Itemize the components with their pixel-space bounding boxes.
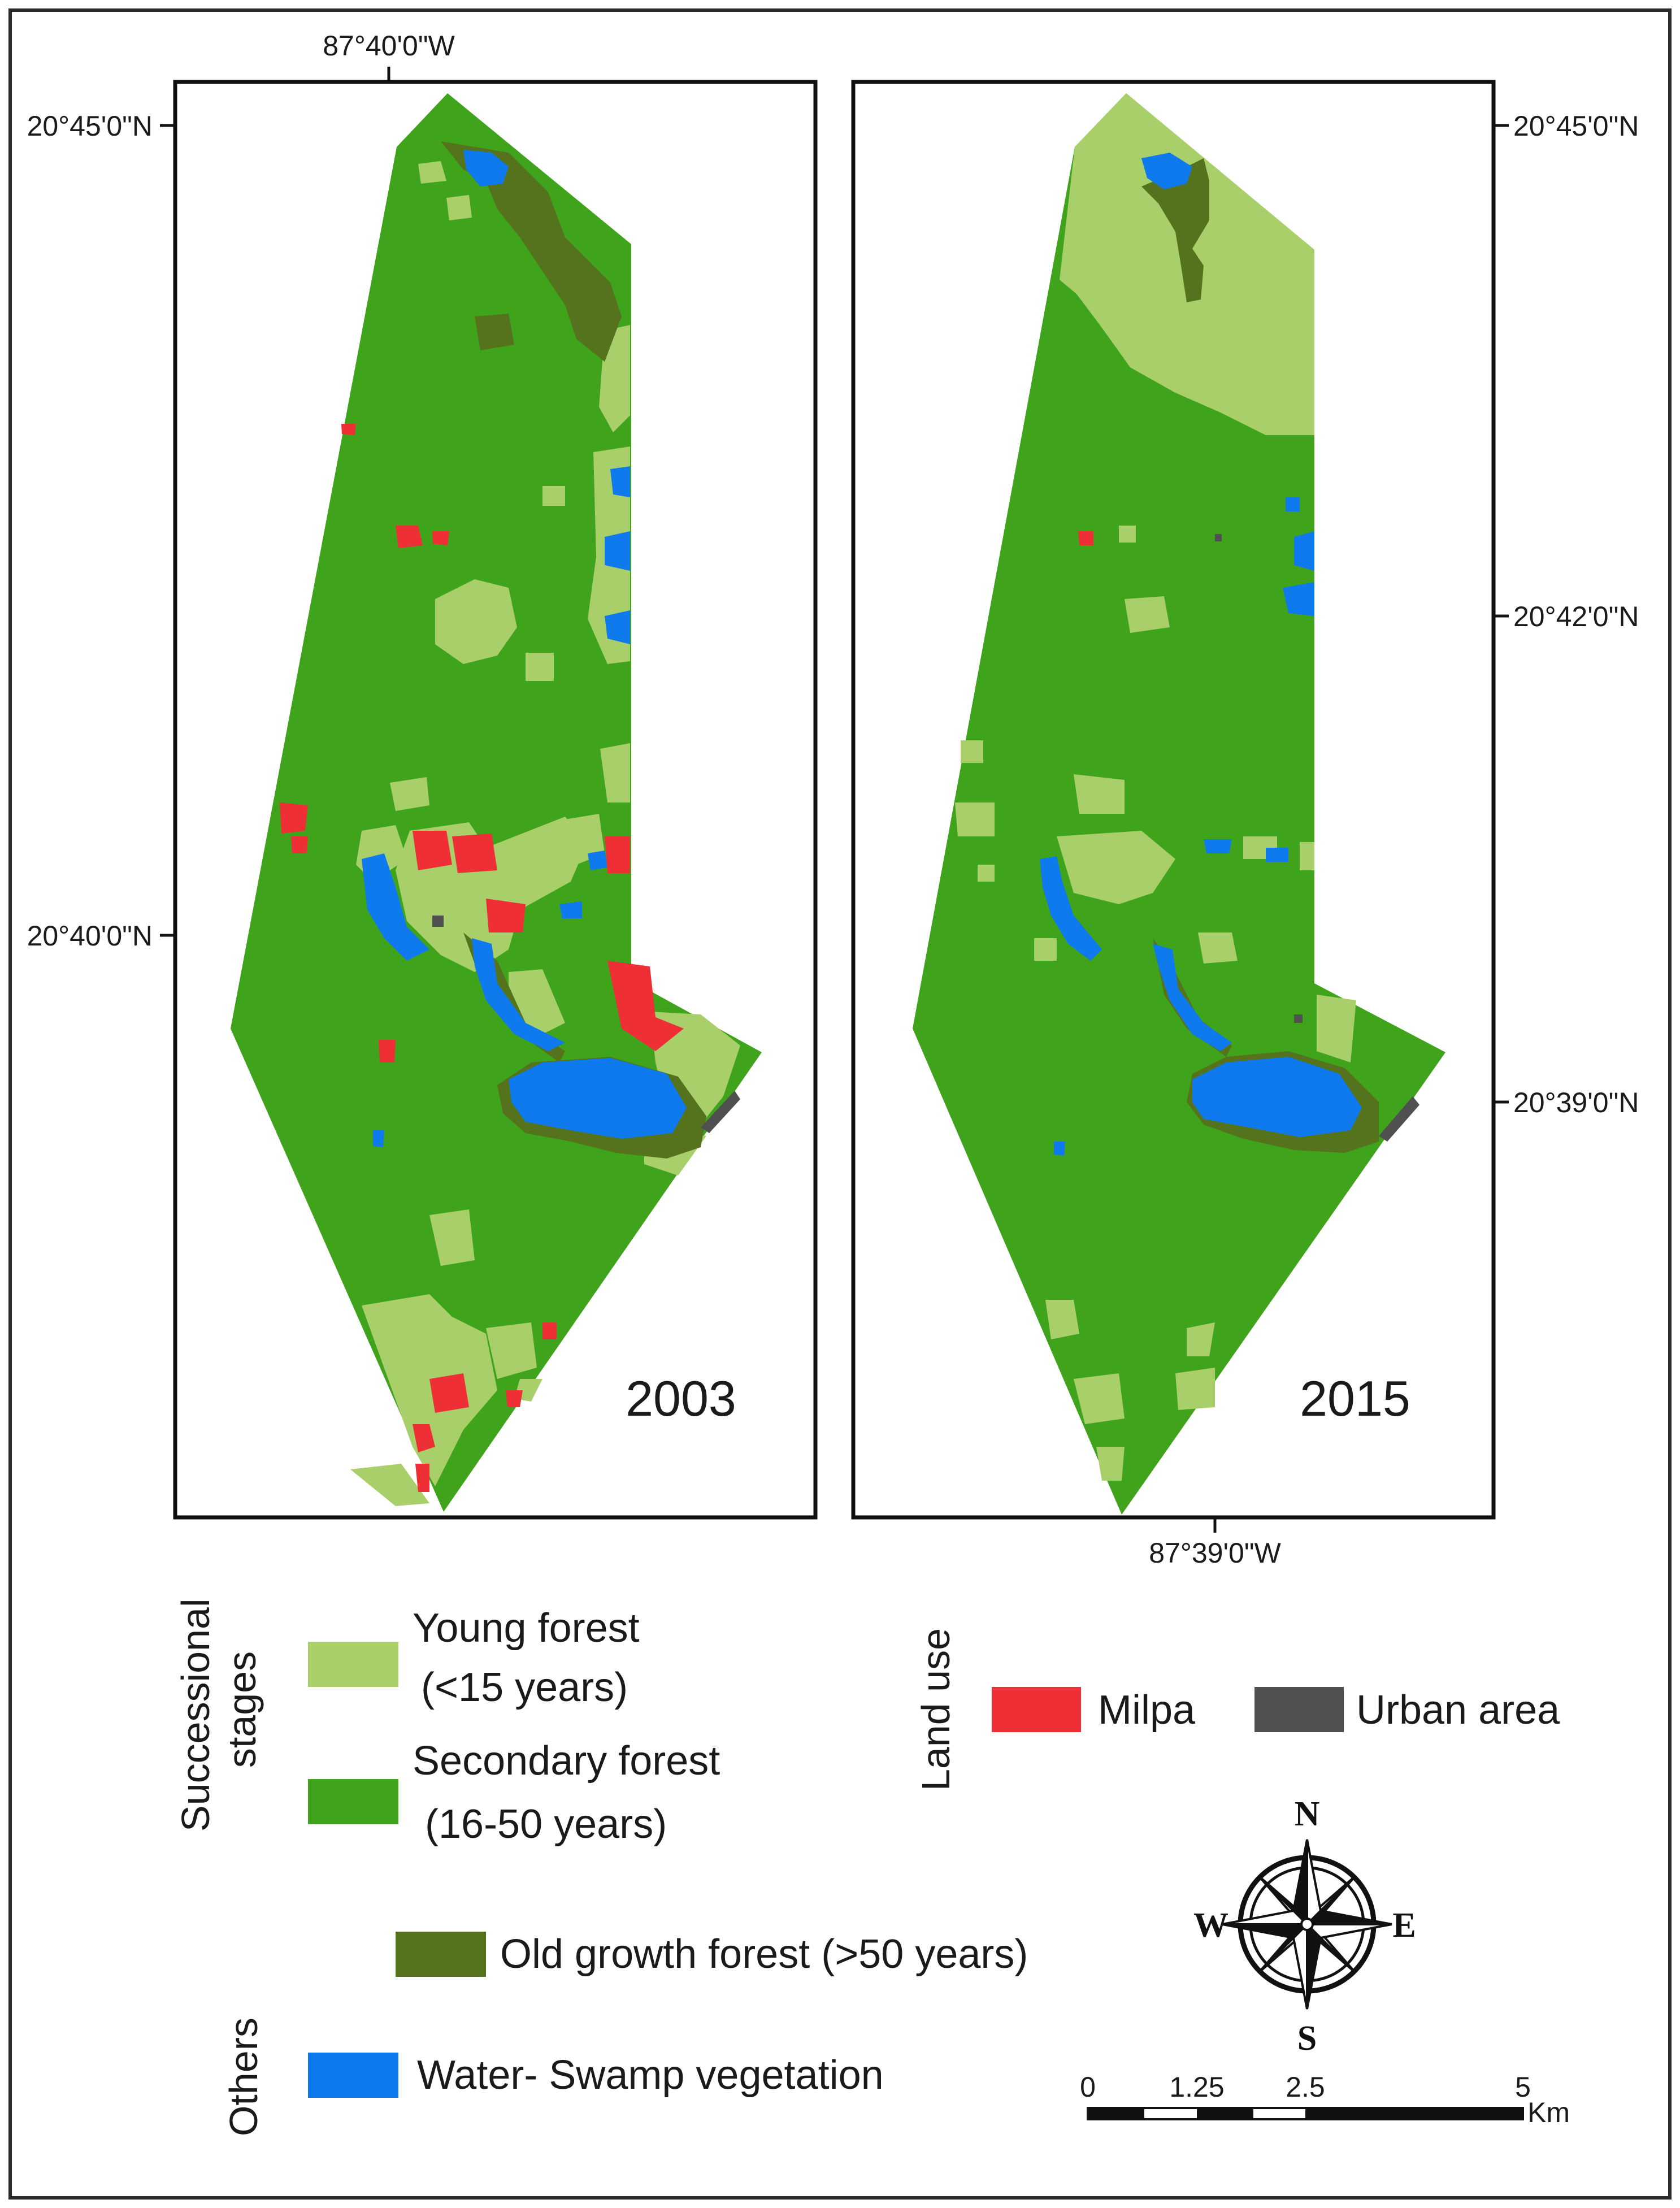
legend-swatch-old-growth xyxy=(396,1932,486,1977)
milpa-patches-2003 xyxy=(280,424,684,1492)
map-panel-2003: 87°40'0"W 20°45'0"N 20°40'0"N 2003 xyxy=(27,30,818,1520)
compass-center xyxy=(1300,1918,1314,1931)
scale-unit-label: Km xyxy=(1527,2097,1570,2128)
map-panel-2015: 87°39'0"W 20°45'0"N 20°42'0"N 20°39'0"N … xyxy=(851,80,1639,1569)
legend-swatch-young-forest xyxy=(308,1642,398,1687)
year-label-2015: 2015 xyxy=(1300,1370,1410,1426)
legend-swatch-milpa xyxy=(992,1687,1081,1732)
water-patches-2003 xyxy=(362,150,687,1147)
legend-group-land-use: Land use xyxy=(914,1628,958,1791)
legend-group-successional-line2: stages xyxy=(220,1651,264,1768)
compass-label-south: S xyxy=(1297,2019,1317,2058)
scale-bar-segment-3 xyxy=(1305,2108,1523,2119)
legend: Successional stages Young forest (<15 ye… xyxy=(173,1587,1560,2137)
scale-tick-label-3: 5 xyxy=(1515,2071,1531,2103)
legend-group-successional-line1: Successional xyxy=(173,1599,218,1832)
legend-label-secondary-forest-line2: (16-50 years) xyxy=(425,1802,667,1847)
legend-label-secondary-forest: Secondary forest (16-50 years) xyxy=(413,1738,731,1847)
latitude-label-left-b: 20°40'0"N xyxy=(27,920,153,952)
legend-label-secondary-forest-line1: Secondary forest xyxy=(413,1738,720,1784)
legend-label-young-forest-line1: Young forest xyxy=(413,1606,640,1651)
legend-label-young-forest: Young forest (<15 years) xyxy=(413,1606,651,1710)
compass-label-east: E xyxy=(1392,1906,1416,1945)
milpa-patches-2015 xyxy=(1078,531,1093,545)
legend-group-successional: Successional stages xyxy=(173,1587,264,1832)
compass-cardinal-points xyxy=(1222,1839,1392,2010)
legend-swatch-secondary-forest xyxy=(308,1779,398,1824)
study-area-2015 xyxy=(913,93,1445,1515)
scale-tick-label-1: 1.25 xyxy=(1169,2071,1224,2103)
longitude-label-bottom: 87°39'0"W xyxy=(1149,1537,1281,1569)
legend-group-others: Others xyxy=(222,2018,266,2136)
scale-tick-label-0: 0 xyxy=(1080,2071,1096,2103)
legend-swatch-urban xyxy=(1254,1687,1344,1732)
year-label-2003: 2003 xyxy=(626,1370,736,1426)
legend-swatch-water xyxy=(308,2053,398,2098)
latitude-label-right-b: 20°42'0"N xyxy=(1513,601,1639,632)
legend-label-water: Water- Swamp vegetation xyxy=(417,2053,884,2098)
scale-bar: 0 1.25 2.5 5 Km xyxy=(1080,2071,1570,2128)
legend-label-milpa: Milpa xyxy=(1098,1688,1196,1733)
latitude-label-left-a: 20°45'0"N xyxy=(27,110,153,142)
latitude-label-right-a: 20°45'0"N xyxy=(1513,110,1639,142)
scale-bar-segment-1 xyxy=(1088,2108,1144,2119)
legend-label-old-growth: Old growth forest (>50 years) xyxy=(500,1932,1028,1977)
legend-label-urban: Urban area xyxy=(1356,1688,1560,1733)
water-patches-2015 xyxy=(1040,153,1362,1156)
compass-label-north: N xyxy=(1295,1795,1320,1833)
urban-patches-2015 xyxy=(1215,534,1419,1142)
scale-bar-segment-2 xyxy=(1197,2108,1253,2119)
compass-label-west: W xyxy=(1193,1906,1228,1945)
latitude-label-right-c: 20°39'0"N xyxy=(1513,1087,1639,1118)
urban-patches-2003 xyxy=(432,916,740,1133)
north-arrow-compass-icon: N S E W xyxy=(1193,1795,1416,2058)
legend-label-young-forest-line2: (<15 years) xyxy=(421,1665,628,1710)
longitude-label-top: 87°40'0"W xyxy=(323,30,455,62)
young-forest-patches-2015 xyxy=(955,93,1356,1481)
scale-tick-label-2: 2.5 xyxy=(1286,2071,1325,2103)
